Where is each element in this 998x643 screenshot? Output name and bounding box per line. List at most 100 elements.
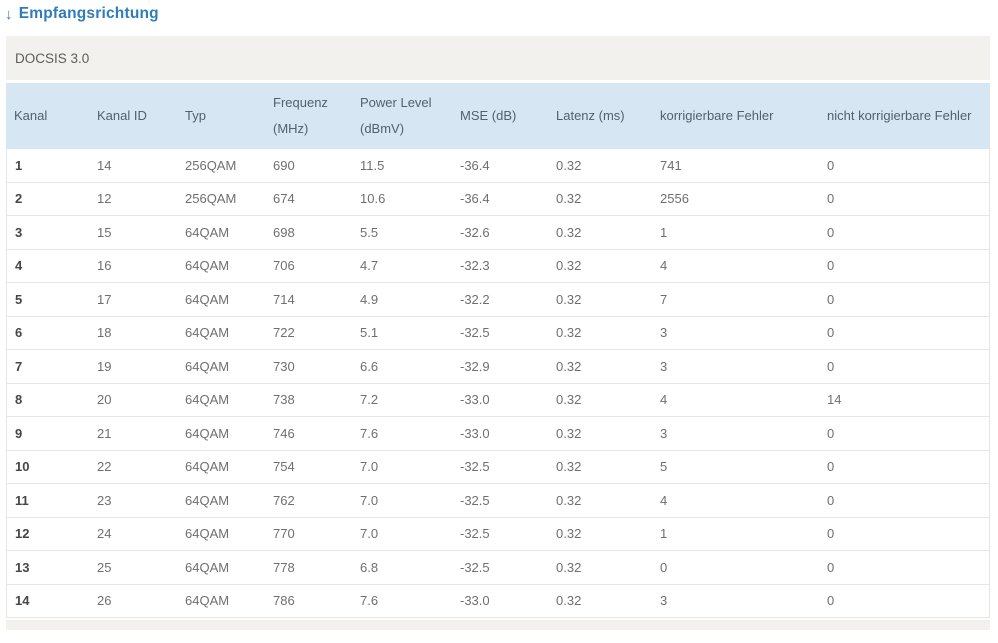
cell-mse-db: -32.5 — [452, 551, 548, 585]
cell-korrigierbare-fehler: 4 — [652, 250, 819, 283]
cell-kanal-id: 21 — [89, 417, 177, 451]
cell-latenz-ms: 0.32 — [548, 384, 652, 417]
cell-latenz-ms: 0.32 — [548, 317, 652, 350]
cell-frequenz-mhz: 690 — [265, 149, 352, 183]
cell-korrigierbare-fehler: 0 — [652, 551, 819, 585]
cell-mse-db: -32.5 — [452, 451, 548, 484]
cell-typ: 64QAM — [177, 451, 265, 484]
cell-power-level-dbmv: 7.2 — [352, 384, 452, 417]
cell-typ: 256QAM — [177, 183, 265, 216]
cell-typ: 64QAM — [177, 518, 265, 551]
cell-kanal-id: 23 — [89, 484, 177, 518]
cell-frequenz-mhz: 706 — [265, 250, 352, 283]
cell-korrigierbare-fehler: 7 — [652, 283, 819, 317]
cell-power-level-dbmv: 6.8 — [352, 551, 452, 585]
cell-kanal-id: 14 — [89, 149, 177, 183]
cell-kanal-id: 15 — [89, 216, 177, 250]
column-header-power-level-dbmv: Power Level (dBmV) — [352, 83, 452, 149]
cell-frequenz-mhz: 730 — [265, 350, 352, 384]
cell-kanal: 13 — [6, 551, 89, 585]
cell-nicht-korrigierbare-fehler: 0 — [819, 584, 990, 618]
column-header-typ: Typ — [177, 83, 265, 149]
cell-typ: 64QAM — [177, 350, 265, 384]
cell-nicht-korrigierbare-fehler: 0 — [819, 417, 990, 451]
cell-mse-db: -32.9 — [452, 350, 548, 384]
cell-kanal: 8 — [6, 383, 89, 417]
table-header-row: Kanal Kanal ID Typ Frequenz (MHz) Power … — [6, 83, 990, 149]
cell-frequenz-mhz: 722 — [265, 317, 352, 350]
cell-power-level-dbmv: 5.5 — [352, 216, 452, 250]
down-arrow-icon: ↓ — [5, 5, 13, 23]
cell-kanal-id: 19 — [89, 350, 177, 384]
docsis-panel: DOCSIS 3.0 Kanal Kanal ID Typ Frequenz (… — [6, 36, 990, 630]
cell-frequenz-mhz: 762 — [265, 484, 352, 518]
table-row: 1 14 256QAM 690 11.5 -36.4 0.32 741 0 — [6, 149, 990, 183]
cell-frequenz-mhz: 714 — [265, 283, 352, 317]
cell-frequenz-mhz: 786 — [265, 585, 352, 618]
cell-power-level-dbmv: 6.6 — [352, 350, 452, 384]
cell-kanal-id: 18 — [89, 317, 177, 350]
cell-latenz-ms: 0.32 — [548, 216, 652, 250]
cell-frequenz-mhz: 738 — [265, 384, 352, 417]
cell-kanal-id: 17 — [89, 283, 177, 317]
cell-korrigierbare-fehler: 741 — [652, 149, 819, 183]
cell-nicht-korrigierbare-fehler: 0 — [819, 316, 990, 350]
cell-nicht-korrigierbare-fehler: 0 — [819, 484, 990, 518]
cell-kanal-id: 12 — [89, 183, 177, 216]
cell-latenz-ms: 0.32 — [548, 518, 652, 551]
cell-mse-db: -32.2 — [452, 283, 548, 317]
cell-frequenz-mhz: 746 — [265, 417, 352, 451]
cell-typ: 64QAM — [177, 283, 265, 317]
cell-kanal: 12 — [6, 517, 89, 551]
cell-mse-db: -33.0 — [452, 384, 548, 417]
cell-korrigierbare-fehler: 3 — [652, 585, 819, 618]
cell-kanal: 6 — [6, 316, 89, 350]
cell-korrigierbare-fehler: 2556 — [652, 183, 819, 216]
table-row: 7 19 64QAM 730 6.6 -32.9 0.32 3 0 — [6, 350, 990, 384]
cell-korrigierbare-fehler: 1 — [652, 216, 819, 250]
cell-kanal: 9 — [6, 417, 89, 451]
cell-frequenz-mhz: 674 — [265, 183, 352, 216]
page-title: Empfangsrichtung — [18, 5, 159, 22]
cell-latenz-ms: 0.32 — [548, 283, 652, 317]
cell-korrigierbare-fehler: 3 — [652, 417, 819, 451]
cell-korrigierbare-fehler: 4 — [652, 384, 819, 417]
cell-mse-db: -32.5 — [452, 317, 548, 350]
cell-typ: 64QAM — [177, 250, 265, 283]
cell-kanal: 3 — [6, 216, 89, 250]
cell-typ: 256QAM — [177, 149, 265, 183]
cell-nicht-korrigierbare-fehler: 0 — [819, 350, 990, 384]
cell-latenz-ms: 0.32 — [548, 149, 652, 183]
table-row: 4 16 64QAM 706 4.7 -32.3 0.32 4 0 — [6, 249, 990, 283]
cell-nicht-korrigierbare-fehler: 0 — [819, 216, 990, 250]
cell-nicht-korrigierbare-fehler: 14 — [819, 383, 990, 417]
cell-latenz-ms: 0.32 — [548, 451, 652, 484]
cell-kanal: 14 — [6, 584, 89, 618]
cell-frequenz-mhz: 698 — [265, 216, 352, 250]
cell-kanal-id: 16 — [89, 250, 177, 283]
section-toggle-empfangsrichtung[interactable]: ↓ Empfangsrichtung — [0, 0, 998, 23]
column-header-kanal: Kanal — [6, 83, 89, 149]
cell-typ: 64QAM — [177, 384, 265, 417]
docsis-version-label: DOCSIS 3.0 — [6, 36, 990, 82]
next-section-strip — [6, 620, 990, 630]
cell-korrigierbare-fehler: 1 — [652, 518, 819, 551]
cell-mse-db: -32.6 — [452, 216, 548, 250]
column-header-frequenz-mhz: Frequenz (MHz) — [265, 83, 352, 149]
cell-power-level-dbmv: 5.1 — [352, 317, 452, 350]
table-row: 12 24 64QAM 770 7.0 -32.5 0.32 1 0 — [6, 517, 990, 551]
column-header-mse-db: MSE (dB) — [452, 83, 548, 149]
column-header-nicht-korrigierbare-fehler: nicht korrigierbare Fehler — [819, 83, 990, 149]
cell-mse-db: -33.0 — [452, 417, 548, 451]
channel-table: Kanal Kanal ID Typ Frequenz (MHz) Power … — [6, 83, 990, 618]
table-row: 6 18 64QAM 722 5.1 -32.5 0.32 3 0 — [6, 316, 990, 350]
cell-nicht-korrigierbare-fehler: 0 — [819, 551, 990, 585]
cell-korrigierbare-fehler: 3 — [652, 317, 819, 350]
table-row: 5 17 64QAM 714 4.9 -32.2 0.32 7 0 — [6, 283, 990, 317]
cell-power-level-dbmv: 7.0 — [352, 518, 452, 551]
cell-kanal: 7 — [6, 350, 89, 384]
cell-frequenz-mhz: 770 — [265, 518, 352, 551]
table-row: 9 21 64QAM 746 7.6 -33.0 0.32 3 0 — [6, 417, 990, 451]
cell-latenz-ms: 0.32 — [548, 183, 652, 216]
table-row: 10 22 64QAM 754 7.0 -32.5 0.32 5 0 — [6, 450, 990, 484]
